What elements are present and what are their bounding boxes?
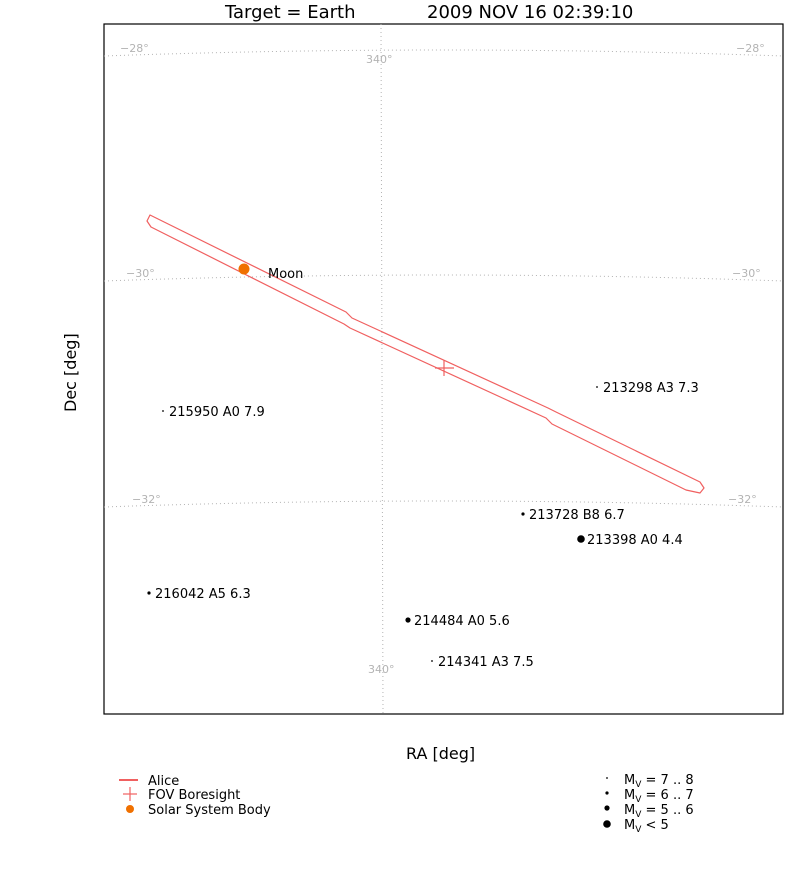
plot-frame bbox=[103, 23, 784, 715]
legend-body-swatch bbox=[126, 805, 134, 813]
star-label-215950: 215950 A0 7.9 bbox=[169, 405, 265, 420]
legend-boresight-label: FOV Boresight bbox=[148, 788, 240, 803]
legend-left: Alice FOV Boresight Solar System Body bbox=[119, 774, 271, 818]
grid-label-dec-minus30-left: −30° bbox=[126, 267, 155, 280]
grid-label-ra-340-bottom: 340° bbox=[368, 663, 395, 676]
alice-fov-outline bbox=[146, 214, 705, 494]
x-axis-label: RA [deg] bbox=[406, 744, 475, 763]
grid-line-ra-340 bbox=[380, 23, 384, 715]
grid-label-dec-minus30-right: −30° bbox=[732, 267, 761, 280]
star-markers: 215950 A0 7.9 213298 A3 7.3 213728 B8 6.7 2… bbox=[147, 381, 699, 670]
grid-line-dec-minus32 bbox=[103, 500, 784, 508]
star-marker-214341 bbox=[431, 660, 433, 662]
legend-mag-6-7-swatch bbox=[605, 791, 609, 795]
legend-right: MV = 7 .. 8 MV = 6 .. 7 MV = 5 .. 6 MV <… bbox=[603, 773, 694, 835]
grid-line-dec-minus30 bbox=[103, 274, 784, 282]
chart-title-time: 2009 NOV 16 02:39:10 bbox=[427, 2, 633, 23]
star-marker-215950 bbox=[162, 410, 164, 412]
legend-mag-lt5-label: MV < 5 bbox=[624, 818, 669, 835]
star-label-214341: 214341 A3 7.5 bbox=[438, 655, 534, 670]
legend-mag-5-6-swatch bbox=[604, 805, 610, 811]
star-marker-213728 bbox=[521, 512, 525, 516]
grid-label-dec-minus32-left: −32° bbox=[132, 493, 161, 506]
moon-label: Moon bbox=[268, 267, 303, 282]
legend-mag-5-6-label: MV = 5 .. 6 bbox=[624, 803, 694, 820]
moon-marker bbox=[238, 263, 250, 275]
grid-label-dec-minus28-right: −28° bbox=[736, 42, 765, 55]
y-axis-label: Dec [deg] bbox=[61, 333, 80, 412]
legend-mag-lt5-swatch bbox=[603, 820, 611, 828]
star-label-213728: 213728 B8 6.7 bbox=[529, 508, 625, 523]
legend-body-label: Solar System Body bbox=[148, 803, 271, 818]
star-label-216042: 216042 A5 6.3 bbox=[155, 587, 251, 602]
grid-label-ra-340-top: 340° bbox=[366, 53, 393, 66]
star-label-213298: 213298 A3 7.3 bbox=[603, 381, 699, 396]
legend-mag-7-8-label: MV = 7 .. 8 bbox=[624, 773, 694, 790]
chart-title-target: Target = Earth bbox=[224, 2, 355, 23]
grid-label-dec-minus28-left: −28° bbox=[120, 42, 149, 55]
fov-boresight-marker bbox=[435, 360, 454, 376]
star-marker-216042 bbox=[147, 591, 151, 595]
star-marker-214484 bbox=[405, 617, 411, 623]
grid-line-dec-minus28 bbox=[103, 49, 784, 57]
star-marker-213298 bbox=[596, 386, 598, 388]
legend-mag-7-8-swatch bbox=[606, 777, 608, 779]
coordinate-grid bbox=[103, 23, 784, 715]
grid-labels: −28° −28° 340° −30° −30° −32° −32° 340° bbox=[120, 42, 765, 676]
legend-mag-6-7-label: MV = 6 .. 7 bbox=[624, 788, 694, 805]
star-label-214484: 214484 A0 5.6 bbox=[414, 614, 510, 629]
grid-label-dec-minus32-right: −32° bbox=[728, 493, 757, 506]
legend-boresight-swatch bbox=[123, 787, 137, 801]
star-label-213398: 213398 A0 4.4 bbox=[587, 533, 683, 548]
star-marker-213398 bbox=[577, 535, 585, 543]
legend-alice-label: Alice bbox=[148, 774, 179, 789]
